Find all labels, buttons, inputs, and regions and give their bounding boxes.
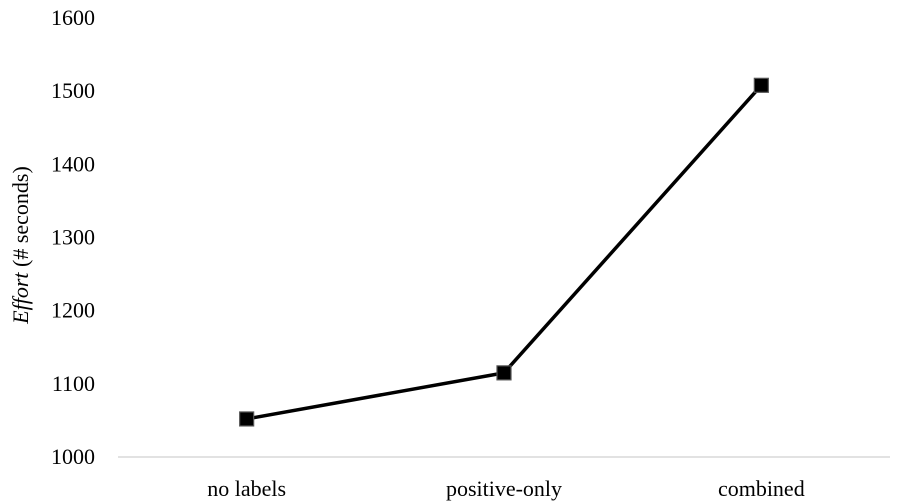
y-tick-label: 1600	[51, 5, 95, 30]
data-point-marker	[753, 77, 769, 93]
y-tick-label: 1000	[51, 444, 95, 469]
x-tick-label: combined	[718, 476, 805, 501]
series-group	[239, 77, 769, 427]
y-axis-title-italic: Effort	[8, 272, 33, 325]
data-point-marker	[496, 365, 512, 381]
y-axis-ticks: 1000 1100 1200 1300 1400 1500 1600	[51, 5, 95, 469]
y-axis-title-rest: (# seconds)	[8, 166, 33, 272]
x-tick-label: positive-only	[446, 476, 562, 501]
x-axis-ticks: no labels positive-only combined	[207, 476, 804, 501]
y-axis-title: Effort (# seconds)	[8, 166, 33, 325]
y-tick-label: 1300	[51, 225, 95, 250]
y-tick-label: 1400	[51, 151, 95, 176]
x-tick-label: no labels	[207, 476, 286, 501]
y-tick-label: 1500	[51, 78, 95, 103]
data-point-marker	[239, 411, 255, 427]
y-tick-label: 1200	[51, 298, 95, 323]
y-tick-label: 1100	[52, 371, 95, 396]
